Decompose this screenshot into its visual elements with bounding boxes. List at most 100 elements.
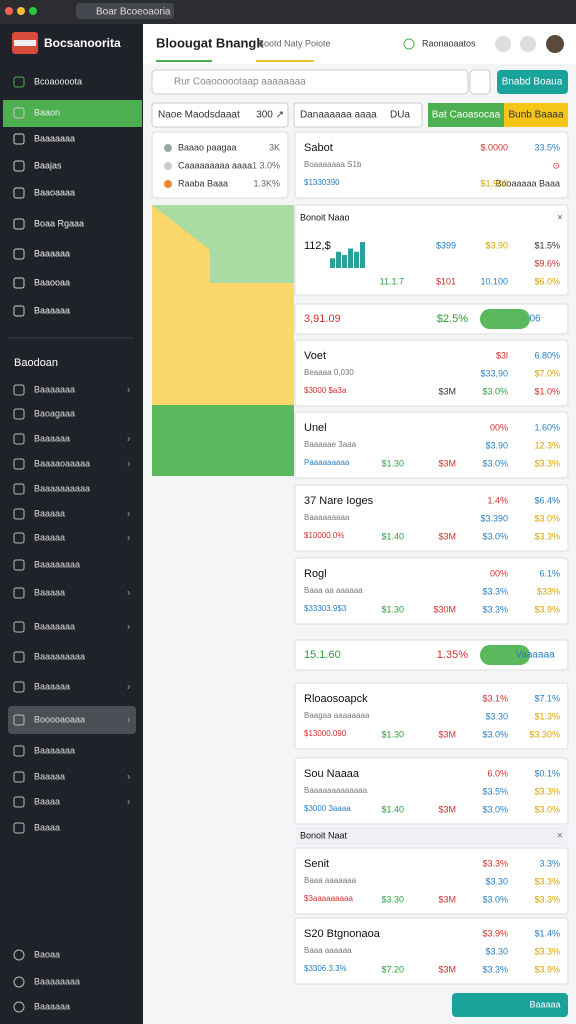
card-value: $3.0% — [482, 386, 508, 396]
card-value: $3.30% — [529, 729, 560, 739]
nav-item[interactable]: Baaaaaaa — [34, 745, 75, 755]
list-name: Caaaaaaaaa aaaa — [178, 160, 252, 170]
strip-toggle[interactable] — [480, 645, 530, 665]
nav-item[interactable]: Baaon — [34, 107, 60, 117]
nav-item[interactable]: Baaaaa — [34, 587, 65, 597]
url-field[interactable] — [76, 3, 174, 19]
card-title[interactable]: Voet — [304, 350, 326, 362]
card-value: $3.90 — [485, 240, 508, 250]
card-title[interactable]: Senit — [304, 858, 329, 870]
nav-item[interactable]: Baaaaaaa — [34, 384, 75, 394]
nav-item[interactable]: Baaooaa — [34, 277, 70, 287]
nav-item[interactable]: Baaaaaa — [34, 681, 70, 691]
card-title[interactable]: 37 Nare Ioges — [304, 495, 374, 507]
card-value: $33,90 — [480, 368, 508, 378]
avatar[interactable] — [546, 35, 564, 53]
nav-icon — [13, 822, 25, 834]
search-field[interactable] — [151, 69, 469, 95]
card-title[interactable]: Unel — [304, 422, 327, 434]
card-value: $3.3% — [482, 858, 508, 868]
card-value: $3.3% — [482, 586, 508, 596]
card-value: $7.0% — [534, 368, 560, 378]
card-title[interactable]: S20 Btgnonaoa — [304, 928, 381, 940]
card-value: $3.0% — [482, 458, 508, 468]
nav-icon — [13, 433, 25, 445]
nav-item[interactable]: Booooaoaaa — [34, 714, 85, 724]
brand-name: Bocsanoorita — [44, 36, 121, 50]
tab-button[interactable] — [504, 103, 568, 127]
list-dot — [164, 162, 172, 170]
nav-item[interactable]: Baaaaaa — [34, 1001, 70, 1011]
nav-item[interactable]: Baaaaa — [34, 532, 65, 542]
bottom-toolbar[interactable] — [452, 993, 568, 1017]
nav-item[interactable]: Baaoaaaa — [34, 187, 75, 197]
card-subtitle: Baaaaaaaaaaaaa — [304, 786, 368, 795]
card-value: 00% — [490, 422, 508, 432]
nav-item[interactable]: Baaaa — [34, 796, 60, 806]
nav-item[interactable]: Baaaaa — [34, 771, 65, 781]
nav-item[interactable]: Baajas — [34, 160, 62, 170]
strip-toggle[interactable] — [480, 309, 530, 329]
card-value: 1.60% — [534, 422, 560, 432]
nav-icon — [13, 160, 25, 172]
card-footnote: $3000 $a3a — [304, 386, 347, 395]
nav-item[interactable]: Baaaaaaaa — [34, 976, 80, 986]
card-value: $3.3% — [534, 894, 560, 904]
list-dot — [164, 144, 172, 152]
user-name[interactable]: Raonaoaatos — [422, 38, 476, 48]
card-value: $3.30 — [485, 946, 508, 956]
nav-section: Baodoan — [14, 357, 58, 369]
nav-icon — [13, 133, 25, 145]
card-value: $3.9% — [534, 964, 560, 974]
icon-button[interactable] — [520, 36, 536, 52]
card — [294, 411, 569, 479]
nav-item[interactable]: Baaaaaa — [34, 305, 70, 315]
card-footnote: Paaaaaaaaa — [304, 458, 350, 467]
nav-item[interactable]: Baaaaaa — [34, 248, 70, 258]
tab-button[interactable] — [428, 103, 504, 127]
nav-icon — [13, 458, 25, 470]
close[interactable]: × — [557, 213, 563, 224]
window-close[interactable] — [5, 7, 13, 15]
window-max[interactable] — [29, 7, 37, 15]
nav-item[interactable]: Bcoaoooota — [34, 76, 82, 86]
card — [294, 484, 569, 552]
filter[interactable] — [151, 102, 289, 128]
nav-item[interactable]: Baoaa — [34, 949, 60, 959]
card-title[interactable]: Sou Naaaa — [304, 768, 360, 780]
nav-item[interactable]: Baaaaaaaaa — [34, 651, 85, 661]
nav-active — [8, 706, 136, 734]
nav-icon — [13, 771, 25, 783]
nav-icon — [13, 277, 25, 289]
nav-item[interactable]: Baaaaa — [34, 508, 65, 518]
nav-item[interactable]: Baoagaaa — [34, 408, 75, 418]
card-title[interactable]: Sabot — [304, 142, 333, 154]
nav-item[interactable]: Baaaaaaaaaa — [34, 483, 90, 493]
sidebar — [0, 24, 143, 1024]
filter[interactable] — [293, 102, 423, 128]
nav-active — [3, 100, 142, 127]
chart-bar — [348, 248, 353, 268]
action-button[interactable] — [497, 70, 568, 94]
nav-item[interactable]: Baaaaaa — [34, 433, 70, 443]
nav-item[interactable]: Baaaaaaa — [34, 621, 75, 631]
card-title[interactable]: Rloaosoapck — [304, 693, 368, 705]
nav-item[interactable]: Baaaaoaaaaa — [34, 458, 90, 468]
search-placeholder: Rur Coaoooootaap aaaaaaaa — [174, 77, 306, 88]
header-tabs[interactable]: Bootd Naty Poiote — [258, 38, 331, 48]
card-title[interactable]: Rogl — [304, 568, 327, 580]
window-min[interactable] — [17, 7, 25, 15]
icon-button[interactable] — [495, 36, 511, 52]
nav-item[interactable]: Baaaa — [34, 822, 60, 832]
nav-icon — [13, 949, 25, 961]
nav-chevron: › — [127, 385, 130, 396]
search-dropdown[interactable] — [469, 69, 491, 95]
list-value: 1 3.0% — [252, 160, 280, 170]
nav-item[interactable]: Boaa Rgaaa — [34, 218, 84, 228]
section-header — [295, 826, 568, 846]
card-value: $3.9% — [534, 604, 560, 614]
close[interactable]: × — [557, 831, 563, 842]
nav-item[interactable]: Baaaaaaa — [34, 133, 75, 143]
card-value: $3.30 — [381, 894, 404, 904]
nav-item[interactable]: Baaaaaaaa — [34, 559, 80, 569]
